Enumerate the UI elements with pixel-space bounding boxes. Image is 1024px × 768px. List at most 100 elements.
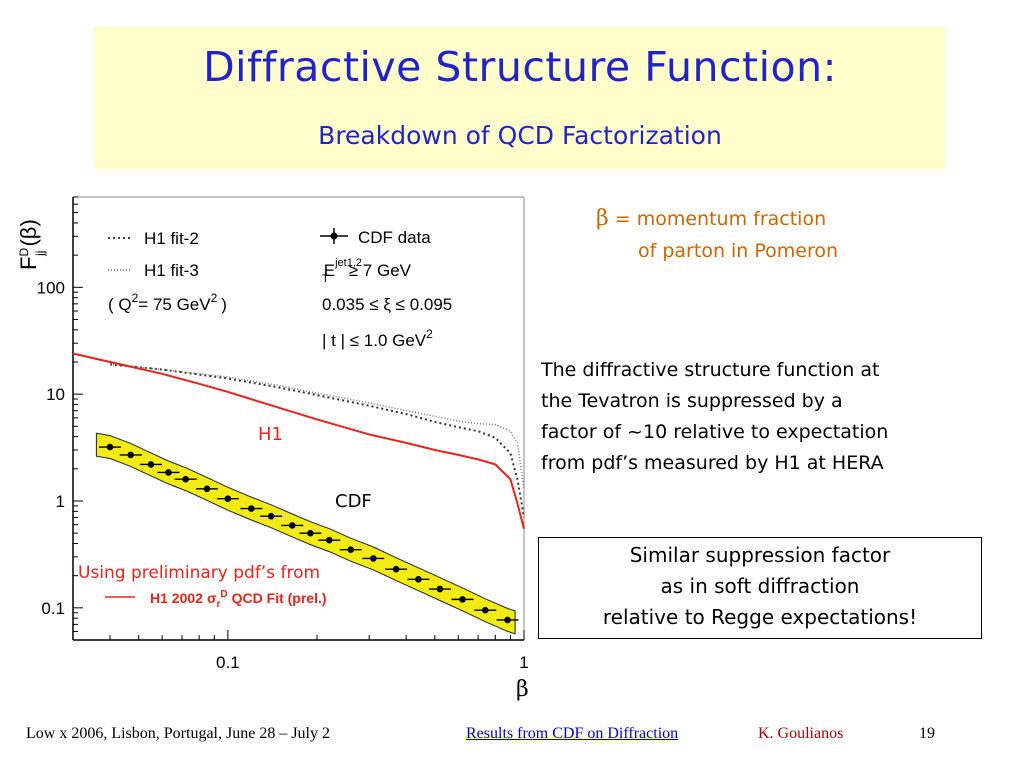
cdf-marker <box>106 443 114 451</box>
cdf-data-point <box>174 475 197 483</box>
explanation-paragraph: The diffractive structure function at th… <box>541 355 1001 479</box>
legend-et: Ejet1,2 T ≥ 7 GeV <box>322 257 412 285</box>
cdf-marker <box>504 616 511 624</box>
title-box: Diffractive Structure Function: Breakdow… <box>94 27 946 169</box>
cdf-marker <box>182 475 189 483</box>
x-tick-label: 0.1 <box>216 653 240 672</box>
series-lines <box>72 352 525 529</box>
cdf-marker <box>459 596 466 603</box>
y-tick-label: 100 <box>37 278 65 297</box>
beta-definition-text1: = momentum fraction <box>614 208 827 230</box>
legend-et-rest: ≥ 7 GeV <box>349 261 412 280</box>
cdf-data-point <box>195 485 218 493</box>
pdf-note: Using preliminary pdf’s from <box>78 563 320 583</box>
cdf-marker <box>325 536 333 544</box>
cdf-data-point <box>362 555 385 562</box>
footer-author: K. Goulianos <box>758 725 844 742</box>
legend-q2-rest: = 75 GeV <box>138 295 211 314</box>
x-tick-label: 1 <box>519 653 528 672</box>
note-line: as in soft diffraction <box>660 574 860 598</box>
note-line: relative to Regge expectations! <box>602 605 918 629</box>
x-ticks: 0.1 1 <box>72 630 529 672</box>
y-axis-label-beta: (β) <box>16 219 41 246</box>
legend-q2-open: ( Q <box>108 295 132 314</box>
y-tick-label: 10 <box>46 385 65 404</box>
legend-t: | t | ≤ 1.0 GeV2 <box>322 327 433 350</box>
cdf-data-point <box>339 546 362 554</box>
legend-t-exp: 2 <box>426 327 433 341</box>
note-line: Similar suppression factor <box>629 543 891 567</box>
y-tick-label: 1 <box>56 492 65 511</box>
y-tick-label: 0.1 <box>41 599 65 618</box>
legend-xi: 0.035 ≤ ξ ≤ 0.095 <box>322 295 452 314</box>
cdf-data-point <box>496 616 519 624</box>
paragraph-line: The diffractive structure function at <box>541 359 880 381</box>
cdf-data-point <box>157 469 180 476</box>
pdf-fit-sigma: σ <box>207 590 217 606</box>
beta-symbol: β <box>596 206 609 231</box>
cdf-marker <box>247 505 255 512</box>
legend-q2-exp2: 2 <box>211 291 218 305</box>
footer-conference: Low x 2006, Lisbon, Portugal, June 28 – … <box>26 725 330 742</box>
legend-q2: ( Q2= 75 GeV2) <box>108 291 227 314</box>
cdf-marker <box>370 555 377 562</box>
cdf-data-point <box>451 596 474 603</box>
y-axis-label: FD jj (β) <box>16 219 47 270</box>
y-axis-label-sub: jj <box>33 251 47 257</box>
cdf-marker <box>127 451 135 459</box>
legend-cdf-swatch-dot <box>330 232 338 240</box>
cdf-marker <box>224 495 232 503</box>
cdf-marker <box>392 565 400 573</box>
cdf-band-label: CDF <box>335 491 372 512</box>
legend-q2-close: ) <box>221 295 227 314</box>
y-ticks: 0.1 1 10 100 <box>37 196 83 641</box>
page-subtitle: Breakdown of QCD Factorization <box>318 121 722 150</box>
cdf-data-point <box>428 585 451 593</box>
legend: H1 fit-2 H1 fit-3 ( Q2= 75 GeV2) CDF dat… <box>108 228 452 350</box>
cdf-marker <box>147 461 155 468</box>
legend-fit2: H1 fit-2 <box>144 229 199 248</box>
legend-cdf: CDF data <box>358 228 431 247</box>
legend-et-sup: jet1,2 <box>334 257 362 269</box>
cdf-data-point <box>299 529 322 537</box>
cdf-data-point <box>119 451 142 459</box>
h1-curve-label: H1 <box>258 424 283 445</box>
cdf-data-point <box>260 512 283 520</box>
cdf-marker <box>436 585 444 593</box>
cdf-marker <box>415 575 422 583</box>
pdf-fit-label: H1 2002 σrD QCD Fit (prel.) <box>150 589 327 610</box>
cdf-marker <box>347 546 355 554</box>
cdf-marker <box>288 522 296 529</box>
pdf-fit-sub: r <box>217 599 221 610</box>
pdf-fit-sup: D <box>220 589 227 600</box>
beta-definition: β = momentum fraction of parton in Pomer… <box>596 203 838 267</box>
cdf-data-point <box>99 443 122 451</box>
pdf-fit-rest: QCD Fit (prel.) <box>232 590 327 606</box>
y-axis-label-F: F <box>16 257 41 270</box>
h1-curve <box>72 352 525 529</box>
footer-page-number: 19 <box>919 725 935 742</box>
cdf-marker <box>165 469 172 476</box>
footer-link[interactable]: Results from CDF on Diffraction <box>466 725 679 742</box>
cdf-data-point <box>216 495 239 503</box>
y-axis-label-sup: D <box>17 248 31 257</box>
cdf-marker <box>307 529 314 537</box>
beta-definition-text2: of parton in Pomeron <box>638 240 839 262</box>
paragraph-line: from pdf’s measured by H1 at HERA <box>541 452 884 474</box>
suppression-note-box: Similar suppression factor as in soft di… <box>538 537 982 639</box>
legend-et-sub: T <box>322 273 329 285</box>
cdf-data-point <box>240 505 263 512</box>
cdf-marker <box>267 512 275 520</box>
cdf-data-point <box>407 575 430 583</box>
x-axis-label: β <box>516 677 529 702</box>
cdf-marker <box>481 606 489 614</box>
cdf-data-point <box>385 565 408 573</box>
paragraph-line: the Tevatron is suppressed by a <box>541 390 843 412</box>
cdf-marker <box>203 485 211 493</box>
legend-q2-exp: 2 <box>132 291 139 305</box>
cdf-data-point <box>318 536 341 544</box>
page-title: Diffractive Structure Function: <box>203 43 837 91</box>
paragraph-line: factor of ~10 relative to expectation <box>541 421 889 443</box>
legend-fit3: H1 fit-3 <box>144 261 199 280</box>
